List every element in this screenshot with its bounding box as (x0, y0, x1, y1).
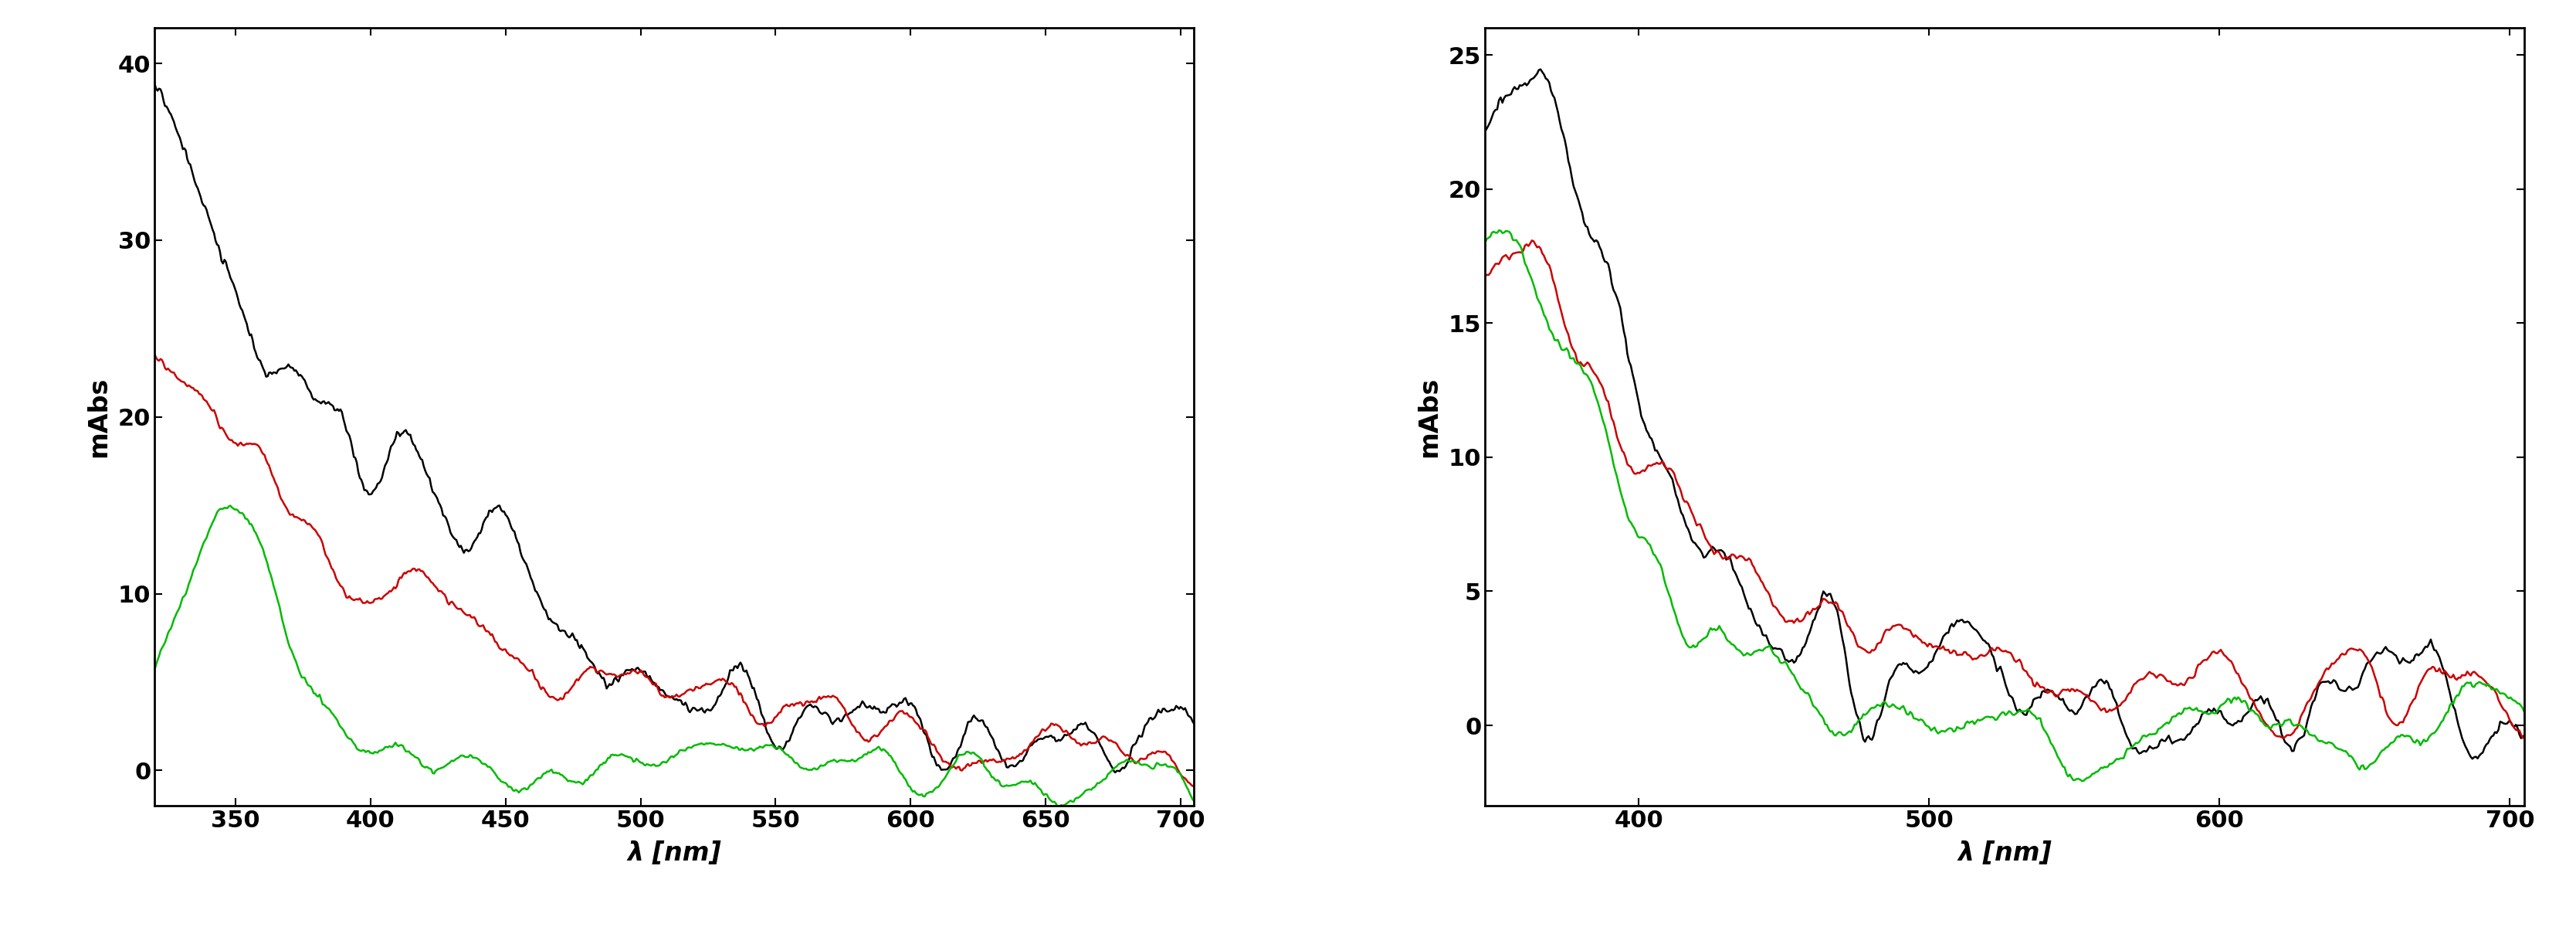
X-axis label: λ [nm]: λ [nm] (1958, 840, 2050, 866)
Y-axis label: mAbs: mAbs (85, 377, 111, 457)
Y-axis label: mAbs: mAbs (1417, 377, 1443, 457)
X-axis label: λ [nm]: λ [nm] (629, 840, 721, 866)
